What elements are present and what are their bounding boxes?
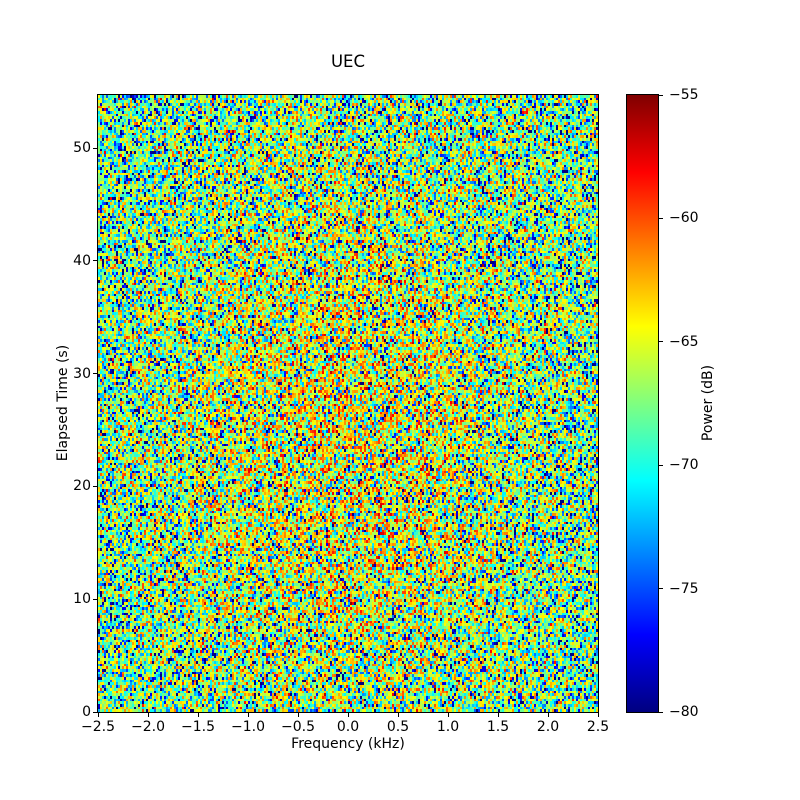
colorbar (626, 94, 659, 713)
colorbar-tick-label: −55 (669, 87, 699, 103)
x-tick-label: −0.5 (281, 719, 315, 735)
x-tick-mark (197, 713, 199, 717)
colorbar-tick-label: −75 (669, 580, 699, 597)
y-tick-label: 30 (73, 365, 91, 382)
colorbar-tick-label: −70 (669, 457, 699, 474)
y-tick-label: 40 (73, 252, 91, 269)
x-tick-label: −1.5 (181, 719, 215, 735)
y-tick-label: 0 (82, 704, 91, 720)
x-tick-label: −1.0 (231, 719, 265, 735)
y-tick-label: 20 (73, 478, 91, 495)
y-tick-mark (93, 260, 97, 262)
x-tick-label: 0.0 (336, 719, 360, 735)
colorbar-tick-mark (659, 94, 663, 96)
x-tick-mark (97, 713, 99, 717)
x-tick-mark (147, 713, 149, 717)
colorbar-tick-mark (659, 464, 663, 466)
x-tick-label: 2.5 (586, 719, 610, 735)
y-tick-mark (93, 373, 97, 375)
x-axis-label: Frequency (kHz) (291, 736, 405, 752)
x-tick-mark (347, 713, 349, 717)
x-tick-label: 1.0 (436, 719, 460, 735)
y-tick-mark (93, 485, 97, 487)
colorbar-label: Power (dB) (700, 364, 716, 442)
y-tick-mark (93, 598, 97, 600)
colorbar-tick-label: −65 (669, 333, 699, 350)
colorbar-tick-mark (659, 217, 663, 219)
colorbar-tick-mark (659, 341, 663, 343)
x-tick-mark (397, 713, 399, 717)
x-tick-label: −2.0 (131, 719, 165, 735)
colorbar-tick-mark (659, 588, 663, 590)
x-tick-mark (247, 713, 249, 717)
x-tick-mark (297, 713, 299, 717)
x-tick-mark (497, 713, 499, 717)
x-tick-label: 1.5 (486, 719, 510, 735)
y-tick-label: 50 (73, 140, 91, 156)
x-tick-mark (547, 713, 549, 717)
x-tick-mark (597, 713, 599, 717)
y-tick-mark (93, 711, 97, 713)
x-tick-label: 2.0 (536, 719, 560, 735)
colorbar-tick-label: −80 (669, 704, 699, 720)
colorbar-gradient (627, 95, 658, 712)
x-tick-label: −2.5 (81, 719, 115, 735)
x-tick-label: 0.5 (386, 719, 410, 735)
chart-title: UEC (330, 52, 366, 72)
x-tick-mark (447, 713, 449, 717)
colorbar-tick-label: −60 (669, 210, 699, 227)
y-tick-mark (93, 147, 97, 149)
y-axis-label: Elapsed Time (s) (55, 344, 71, 462)
colorbar-tick-mark (659, 711, 663, 713)
plot-area (97, 94, 599, 713)
y-tick-label: 10 (73, 591, 91, 608)
spectrogram-canvas (98, 95, 598, 712)
